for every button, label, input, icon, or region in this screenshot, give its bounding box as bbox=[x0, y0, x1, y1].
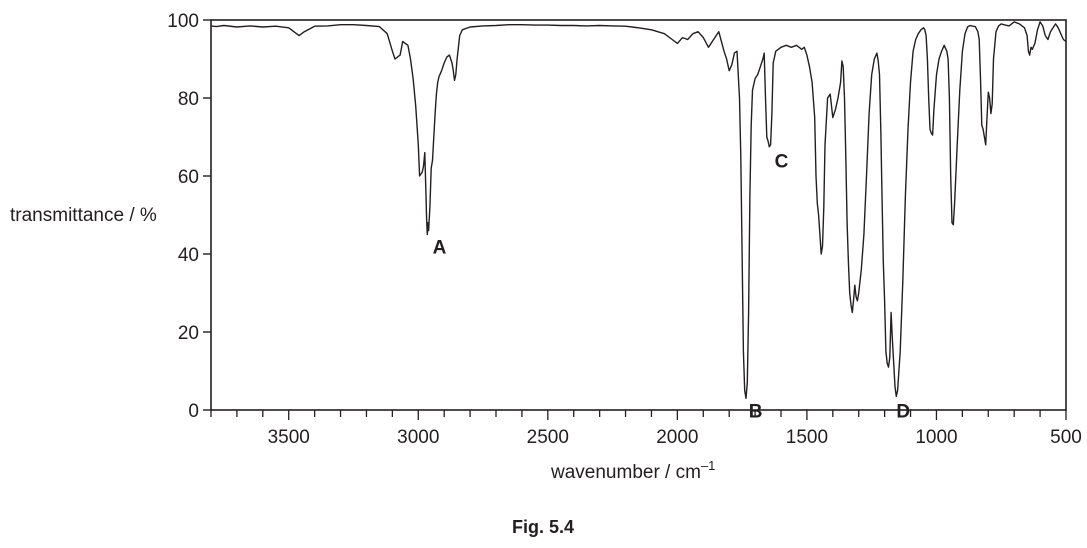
x-tick-label: 2000 bbox=[656, 427, 698, 448]
y-tick-label: 20 bbox=[178, 323, 199, 344]
peak-label-d: D bbox=[896, 401, 910, 422]
x-axis-label-main: wavenumber / cm bbox=[550, 462, 701, 483]
y-axis-label: transmittance / % bbox=[10, 205, 157, 226]
x-tick-label: 3000 bbox=[397, 427, 439, 448]
plot-frame bbox=[210, 19, 1067, 411]
y-tick-label: 100 bbox=[167, 11, 199, 32]
x-tick-label: 2500 bbox=[527, 427, 569, 448]
peak-label-b: B bbox=[749, 401, 763, 422]
x-tick-label: 1000 bbox=[915, 427, 957, 448]
peak-annotations: A B C D bbox=[433, 152, 911, 423]
y-tick-label: 60 bbox=[178, 167, 199, 188]
peak-label-c: C bbox=[775, 152, 789, 173]
x-tick-label: 3500 bbox=[268, 427, 310, 448]
y-tick-label: 0 bbox=[188, 401, 199, 422]
y-axis-ticks: 0 20 40 60 80 100 bbox=[167, 11, 211, 422]
x-axis-label: wavenumber / cm–1 bbox=[550, 458, 715, 483]
peak-label-a: A bbox=[433, 238, 447, 259]
spectrum-line bbox=[210, 21, 1067, 399]
y-tick-label: 40 bbox=[178, 245, 199, 266]
y-tick-label: 80 bbox=[178, 89, 199, 110]
figure-caption: Fig. 5.4 bbox=[512, 517, 574, 537]
x-axis-label-superscript: –1 bbox=[701, 458, 715, 473]
x-axis-ticks: 3500 3000 2500 2000 1500 1000 500 bbox=[210, 410, 1082, 448]
x-tick-label: 1500 bbox=[786, 427, 828, 448]
x-tick-label: 500 bbox=[1050, 427, 1082, 448]
